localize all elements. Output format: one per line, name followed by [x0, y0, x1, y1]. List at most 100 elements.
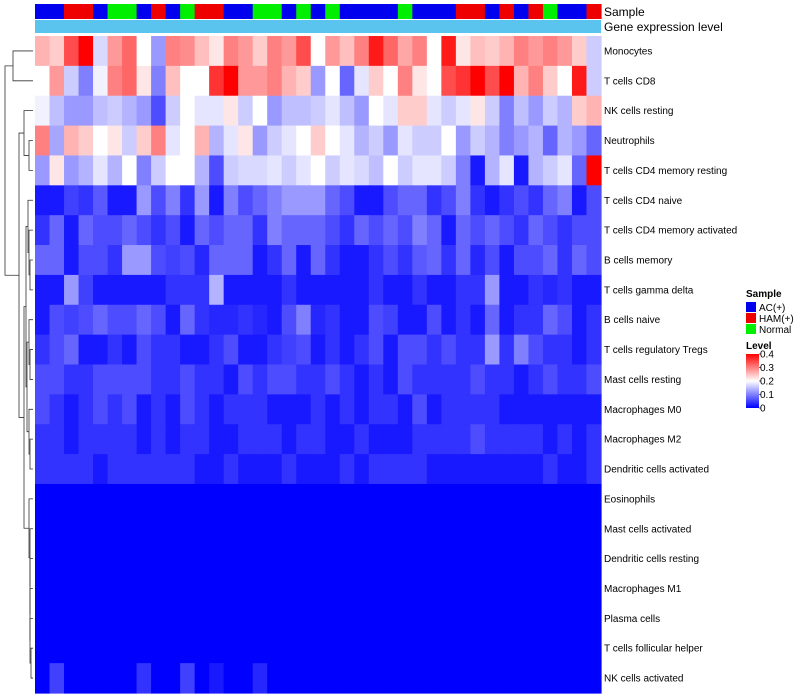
heatmap-cell	[528, 573, 544, 605]
heatmap-cell	[542, 573, 559, 605]
heatmap-cell	[281, 573, 297, 605]
heatmap-cell	[151, 483, 167, 515]
heatmap-cell	[209, 483, 225, 515]
heatmap-cell	[238, 245, 254, 276]
heatmap-cell	[252, 274, 268, 306]
dendrogram-branch	[29, 438, 33, 470]
heatmap-cell	[513, 394, 530, 425]
heatmap-cell	[281, 603, 297, 634]
heatmap-cell	[310, 483, 326, 515]
heatmap-cell	[368, 394, 384, 425]
heatmap-cell	[194, 125, 210, 157]
heatmap-cell	[165, 603, 181, 634]
heatmap-cell	[484, 454, 501, 485]
heatmap-cell	[513, 573, 530, 605]
heatmap-cell	[484, 274, 501, 306]
heatmap-cell	[557, 424, 573, 455]
heatmap-cell	[354, 483, 370, 515]
heatmap-cell	[49, 155, 65, 186]
heatmap-cell	[484, 65, 501, 97]
heatmap-cell	[64, 215, 80, 246]
sample-annotation-cell	[180, 4, 196, 19]
heatmap-cell	[281, 245, 297, 276]
heatmap-cell	[296, 364, 312, 395]
heatmap-cell	[296, 573, 312, 605]
heatmap-cell	[528, 454, 544, 485]
heatmap-cell	[368, 573, 384, 605]
heatmap-cell	[93, 95, 109, 127]
heatmap-cell	[267, 36, 283, 67]
heatmap-cell	[310, 633, 326, 664]
heatmap-cell	[383, 633, 399, 664]
heatmap-cell	[426, 36, 442, 67]
heatmap-cell	[252, 573, 268, 605]
heatmap-cell	[354, 573, 370, 605]
heatmap-cell	[426, 483, 442, 515]
heatmap-cell	[194, 603, 210, 634]
heatmap-cell	[35, 95, 51, 127]
heatmap-cell	[238, 334, 254, 366]
heatmap-cell	[252, 483, 268, 515]
heatmap-cell	[136, 245, 152, 276]
heatmap-cell	[542, 394, 559, 425]
heatmap-cell	[513, 483, 530, 515]
heatmap-cell	[93, 155, 109, 186]
heatmap-cell	[339, 65, 355, 97]
heatmap-cell	[238, 36, 254, 67]
heatmap-cell	[441, 454, 457, 485]
legend-sample-label: Normal	[759, 325, 791, 336]
heatmap-cell	[49, 274, 65, 306]
heatmap-cell	[223, 603, 239, 634]
heatmap-cell	[441, 304, 457, 336]
heatmap-cell	[368, 334, 384, 366]
heatmap-cell	[586, 364, 602, 395]
heatmap-cell	[513, 364, 530, 395]
heatmap-cell	[151, 125, 167, 157]
heatmap-cell	[165, 573, 181, 605]
heatmap-cell	[484, 424, 501, 455]
heatmap-cell	[296, 36, 312, 67]
heatmap-cell	[296, 245, 312, 276]
heatmap-cell	[484, 513, 501, 545]
heatmap-cell	[542, 185, 559, 216]
heatmap-cell	[470, 215, 486, 246]
heatmap-cell	[426, 185, 442, 216]
heatmap-cell	[252, 424, 268, 455]
heatmap-cell	[194, 155, 210, 186]
heatmap-cell	[426, 543, 442, 575]
heatmap-cell	[151, 603, 167, 634]
heatmap-cell	[571, 274, 588, 306]
heatmap-cell	[238, 304, 254, 336]
heatmap-cell	[180, 274, 196, 306]
heatmap-cell	[528, 65, 544, 97]
heatmap-cell	[93, 304, 109, 336]
heatmap-cell	[267, 125, 283, 157]
heatmap-cell	[325, 513, 341, 545]
heatmap-cell	[107, 454, 123, 485]
heatmap-cell	[310, 573, 326, 605]
heatmap-cell	[339, 245, 355, 276]
heatmap-cell	[93, 334, 109, 366]
heatmap-cell	[513, 65, 530, 97]
heatmap-cell	[64, 125, 80, 157]
heatmap-cell	[49, 454, 65, 485]
heatmap-cell	[194, 95, 210, 127]
heatmap-cell	[223, 364, 239, 395]
heatmap-cell	[426, 274, 442, 306]
row-label: Monocytes	[604, 46, 652, 57]
heatmap-cell	[513, 185, 530, 216]
heatmap-cell	[78, 36, 94, 67]
heatmap-cell	[397, 65, 413, 97]
heatmap-cell	[513, 155, 530, 186]
heatmap-cell	[194, 513, 210, 545]
sample-annotation-cell	[310, 4, 326, 19]
heatmap-cell	[223, 334, 239, 366]
heatmap-cell	[223, 304, 239, 336]
heatmap-cell	[209, 245, 225, 276]
heatmap-cell	[339, 394, 355, 425]
heatmap-cell	[455, 36, 471, 67]
heatmap-cell	[49, 334, 65, 366]
heatmap-cell	[281, 215, 297, 246]
heatmap-cell	[107, 663, 123, 694]
heatmap-cell	[557, 245, 573, 276]
